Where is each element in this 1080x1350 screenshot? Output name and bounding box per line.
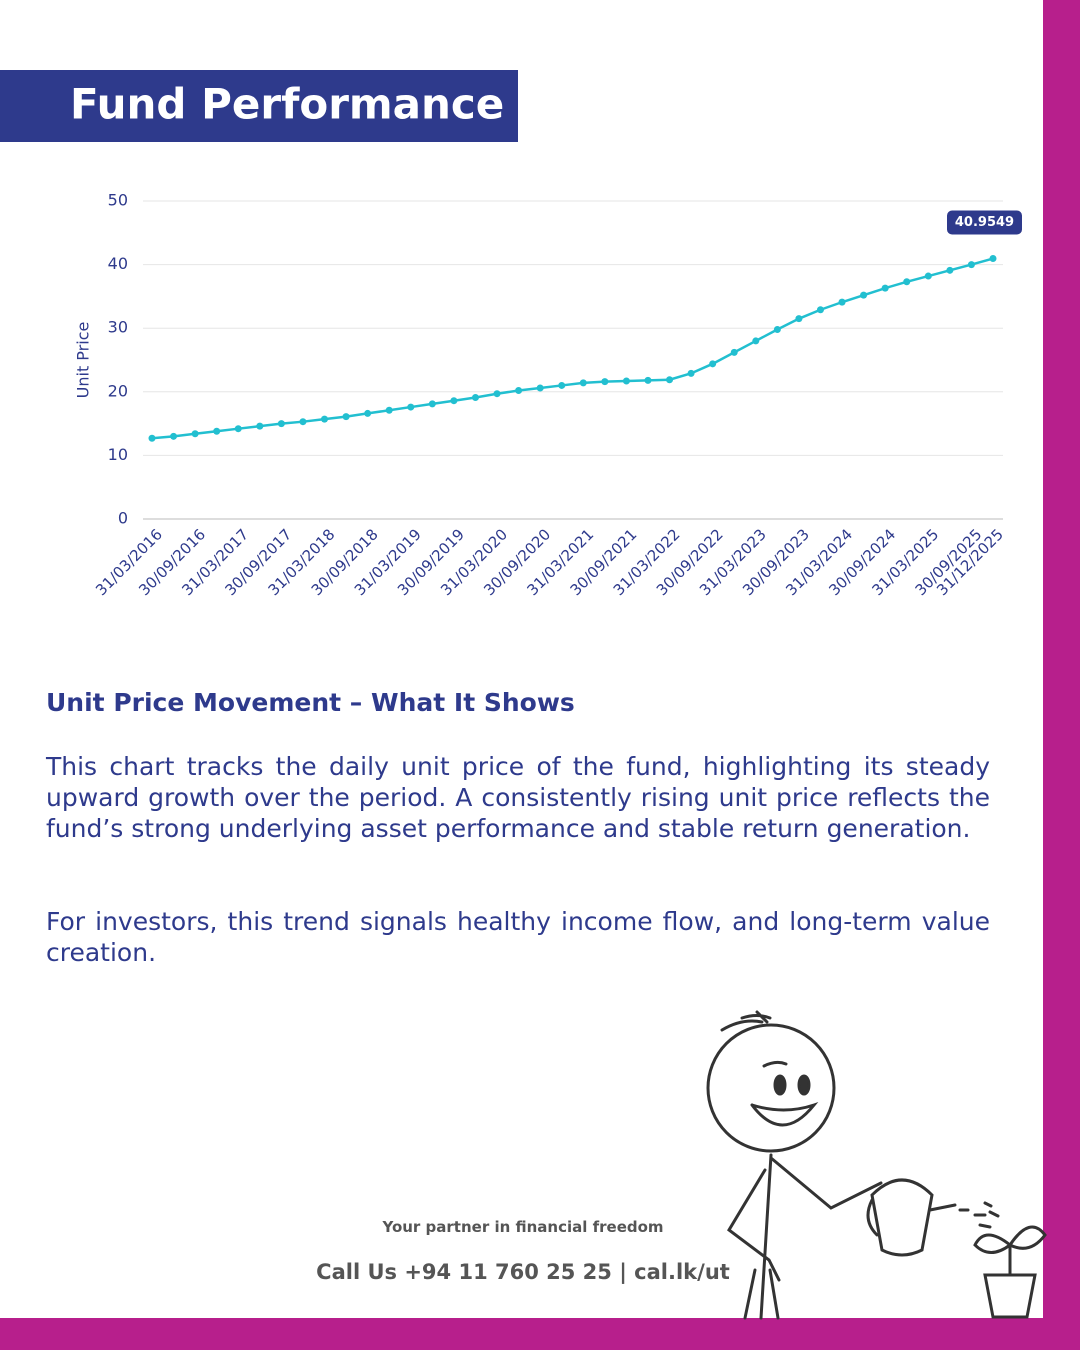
- bottom-border: [0, 1318, 1080, 1350]
- point: [234, 425, 242, 433]
- point: [709, 360, 717, 368]
- illustration: [706, 1010, 1047, 1320]
- point: [277, 420, 285, 428]
- value-label: 40.9549: [955, 215, 1014, 230]
- point: [536, 384, 544, 392]
- point: [881, 284, 889, 292]
- point: [579, 379, 587, 387]
- point: [493, 390, 501, 398]
- point: [989, 255, 997, 263]
- point: [256, 422, 264, 430]
- point: [342, 413, 350, 421]
- tagline: Your partner in financial freedom: [382, 1218, 664, 1236]
- contact: Call Us +94 11 760 25 25 | cal.lk/ut: [316, 1260, 730, 1284]
- point: [364, 409, 372, 417]
- side-border: [1043, 0, 1080, 1350]
- y-tick-label: 10: [108, 445, 128, 464]
- y-tick-label: 30: [108, 318, 128, 337]
- point: [299, 418, 307, 426]
- point: [515, 387, 523, 395]
- point: [903, 278, 911, 286]
- point: [213, 427, 221, 435]
- y-tick-label: 20: [108, 381, 128, 400]
- point: [170, 432, 178, 440]
- point: [471, 394, 479, 402]
- point: [752, 337, 760, 345]
- title-banner: [0, 70, 518, 142]
- point: [644, 376, 652, 384]
- point: [191, 430, 199, 438]
- point: [687, 369, 695, 377]
- point: [967, 261, 975, 269]
- point: [321, 415, 329, 423]
- paragraph: This chart tracks the daily unit price o…: [46, 752, 990, 843]
- point: [601, 378, 609, 386]
- point: [946, 266, 954, 274]
- point: [558, 381, 566, 389]
- point: [924, 272, 932, 280]
- y-tick-label: 50: [108, 191, 128, 210]
- value-callout: [947, 210, 1022, 235]
- line: [151, 257, 994, 440]
- point: [730, 348, 738, 356]
- point: [795, 315, 803, 323]
- point: [773, 325, 781, 333]
- paragraph: For investors, this trend signals health…: [46, 907, 990, 967]
- point: [860, 291, 868, 299]
- point: [450, 397, 458, 405]
- point: [385, 406, 393, 414]
- y-tick-label: 0: [118, 509, 128, 528]
- point: [407, 403, 415, 411]
- point: [838, 298, 846, 306]
- point: [148, 434, 156, 442]
- y-tick-label: 40: [108, 254, 128, 273]
- point: [622, 377, 630, 385]
- title: Fund Performance: [70, 80, 504, 129]
- point: [428, 400, 436, 408]
- point: [816, 306, 824, 314]
- y-axis-label: Unit Price: [74, 322, 93, 399]
- point: [666, 376, 674, 384]
- section-heading: Unit Price Movement – What It Shows: [46, 688, 575, 717]
